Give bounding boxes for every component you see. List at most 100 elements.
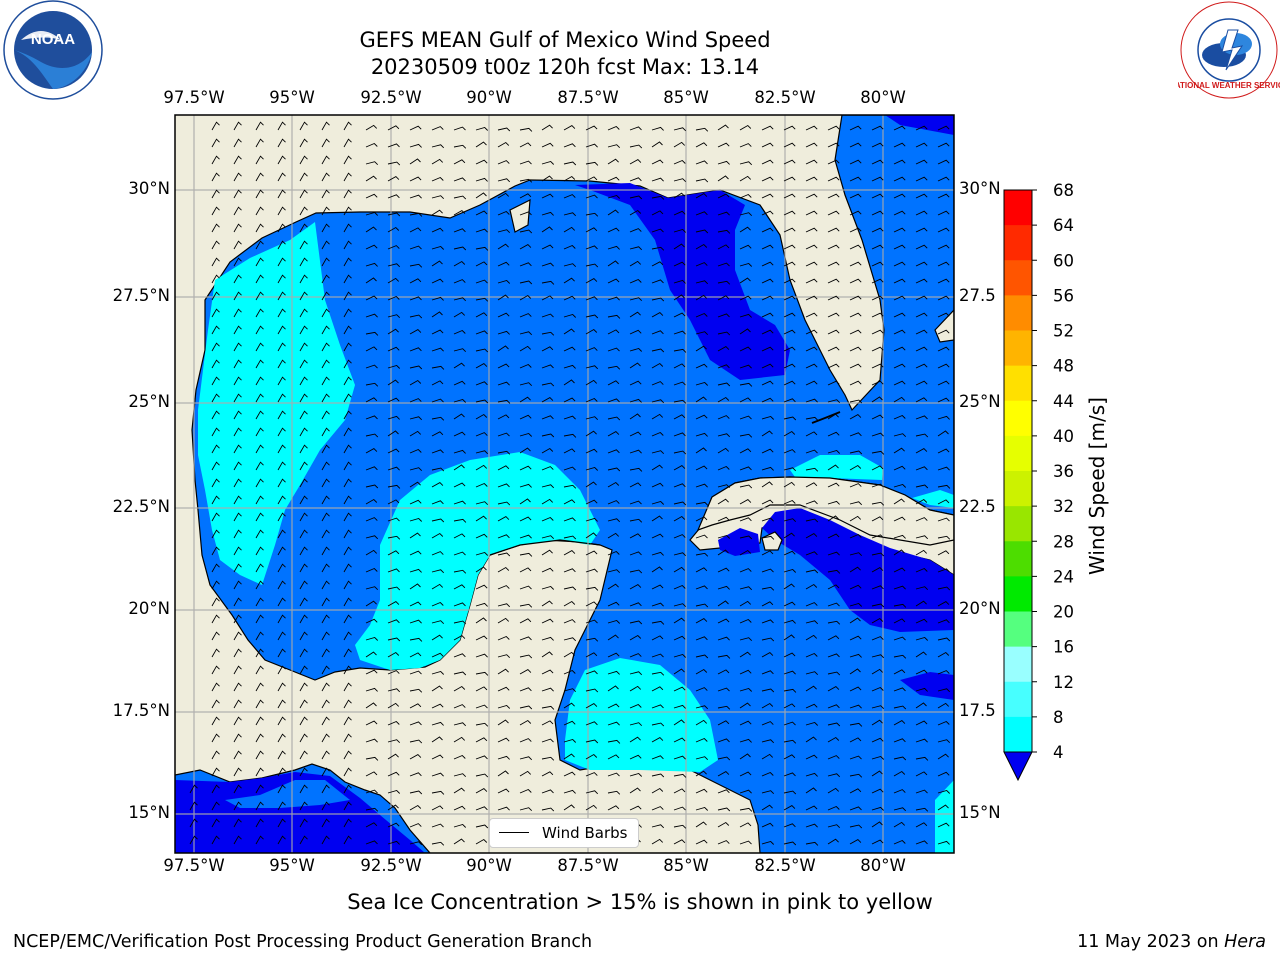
wind-barb: [233, 614, 242, 624]
wind-barb: [343, 410, 352, 420]
lat-tick-left: 17.5°N: [112, 701, 170, 720]
wind-barb: [299, 716, 308, 726]
wind-barb: [299, 495, 308, 505]
wind-barb: [541, 789, 554, 794]
wind-barb: [563, 568, 576, 573]
wind-barb: [717, 433, 731, 438]
wind-barb: [409, 772, 422, 777]
wind-barb: [563, 364, 576, 369]
wind-barb: [431, 431, 444, 437]
wind-barb: [783, 739, 797, 744]
wind-barb: [585, 227, 598, 233]
wind-barb: [585, 125, 598, 131]
wind-barb: [783, 841, 797, 846]
wind-barb: [365, 346, 378, 352]
wind-barb: [431, 227, 444, 233]
wind-barb: [453, 722, 467, 727]
wind-barb: [365, 600, 377, 607]
wind-barb: [695, 756, 709, 761]
wind-barb: [453, 736, 466, 743]
wind-barb: [365, 313, 378, 318]
wind-barb: [849, 653, 862, 658]
wind-barb: [937, 753, 949, 760]
wind-barb: [717, 720, 730, 726]
wind-barb: [365, 789, 378, 794]
wind-barb: [299, 784, 308, 794]
wind-barb: [299, 257, 308, 267]
darkblue-region-atlantic: [885, 115, 954, 135]
wind-barb: [585, 430, 597, 437]
wind-barb: [871, 193, 884, 199]
wind-barb: [365, 549, 378, 556]
wind-barb: [827, 773, 841, 778]
wind-barb: [871, 432, 884, 437]
wind-barb: [915, 312, 928, 318]
wind-barb: [541, 244, 554, 250]
wind-barb: [893, 821, 906, 828]
wind-barb: [453, 551, 466, 556]
wind-barb: [431, 195, 445, 200]
wind-barb: [563, 212, 577, 217]
colorbar-segment: [1004, 471, 1032, 507]
wind-barb: [409, 398, 422, 403]
wind-barb: [893, 142, 906, 148]
wind-barb: [343, 342, 352, 352]
wind-barb: [717, 465, 730, 471]
wind-barb: [673, 141, 686, 148]
wind-barb: [629, 246, 643, 251]
wind-barb: [783, 670, 796, 675]
wind-barb: [563, 433, 577, 438]
wind-barb: [805, 736, 817, 743]
wind-barb: [717, 600, 729, 607]
wind-barb: [387, 840, 400, 845]
wind-barb: [431, 823, 444, 828]
wind-barb: [783, 244, 796, 250]
wind-barb: [783, 125, 796, 131]
wind-barb: [431, 482, 444, 488]
wind-barb: [827, 329, 840, 335]
wind-barb: [277, 716, 286, 726]
wind-barb: [211, 546, 220, 556]
wind-barb: [607, 209, 619, 216]
wind-barb: [893, 756, 907, 761]
wind-barb: [365, 618, 378, 624]
wind-barb: [343, 478, 352, 488]
wind-barb: [739, 822, 752, 828]
colorbar-label: 28: [1053, 532, 1074, 551]
wind-barb: [387, 702, 400, 709]
florida-keys: [811, 411, 841, 424]
wind-barb: [211, 631, 220, 641]
wind-barb: [717, 756, 731, 761]
wind-barb: [409, 416, 423, 421]
wind-barb: [871, 552, 885, 557]
wind-barb: [915, 484, 929, 489]
wind-barb: [299, 648, 308, 658]
wind-barb: [431, 176, 444, 182]
wind-barb: [277, 733, 286, 743]
wind-barb: [585, 517, 598, 522]
cyan-region-e2: [912, 490, 954, 508]
wind-barb: [783, 790, 797, 795]
wind-barb: [387, 212, 401, 217]
wind-barb: [849, 806, 862, 811]
wind-barb: [827, 399, 841, 404]
wind-barb: [563, 125, 576, 131]
wind-barb: [475, 228, 488, 233]
wind-barb: [783, 805, 796, 811]
wind-barb: [233, 223, 242, 233]
wind-barb: [255, 410, 264, 420]
wind-barb: [717, 516, 730, 522]
wind-barb: [211, 835, 220, 845]
wind-barb: [365, 331, 379, 336]
wind-barb: [343, 750, 352, 760]
wind-barb: [915, 702, 927, 709]
wind-barb: [387, 397, 400, 403]
wind-barb: [915, 227, 928, 233]
wind-barb: [387, 226, 400, 233]
wind-barb: [629, 551, 642, 556]
wind-barb: [607, 790, 621, 795]
wind-barb: [805, 363, 818, 369]
wind-barb: [541, 226, 553, 233]
wind-barb: [585, 194, 598, 199]
wind-barb: [717, 142, 730, 148]
